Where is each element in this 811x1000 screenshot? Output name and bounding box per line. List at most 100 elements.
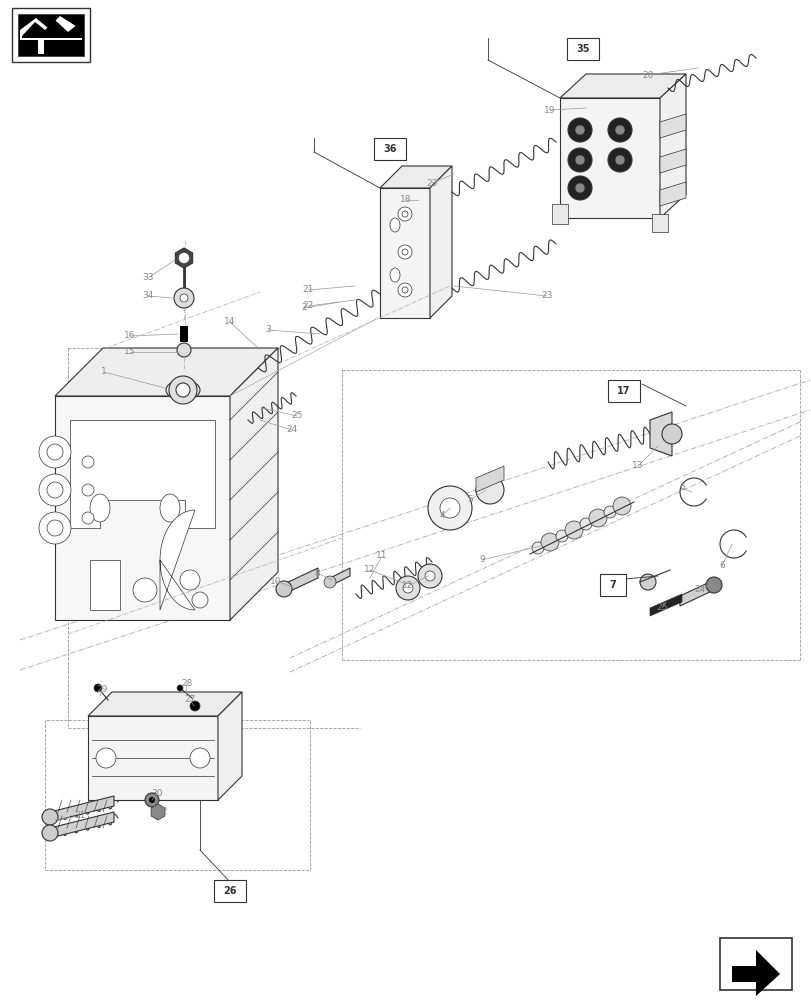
Polygon shape	[659, 182, 685, 206]
Circle shape	[661, 424, 681, 444]
Bar	[599, 574, 625, 596]
Bar	[374, 138, 406, 160]
Circle shape	[47, 520, 63, 536]
Polygon shape	[18, 14, 84, 56]
Polygon shape	[560, 74, 685, 98]
Text: 25: 25	[291, 412, 303, 420]
Circle shape	[180, 570, 200, 590]
Circle shape	[424, 571, 435, 581]
Text: 11: 11	[375, 552, 388, 560]
Text: 12: 12	[364, 566, 375, 574]
Circle shape	[276, 581, 292, 597]
Text: 35: 35	[576, 44, 589, 54]
Circle shape	[574, 125, 584, 135]
Circle shape	[568, 118, 591, 142]
Circle shape	[612, 497, 630, 515]
Text: 3: 3	[265, 326, 271, 334]
Polygon shape	[430, 166, 452, 318]
Text: 24: 24	[693, 585, 705, 594]
Bar	[214, 880, 246, 902]
Ellipse shape	[160, 494, 180, 522]
Text: 31: 31	[74, 811, 86, 820]
Text: 20: 20	[642, 71, 653, 80]
Polygon shape	[70, 420, 215, 528]
Text: 13: 13	[632, 462, 643, 471]
Text: 5: 5	[466, 495, 472, 504]
Text: 16: 16	[124, 332, 135, 340]
Polygon shape	[551, 204, 568, 224]
Polygon shape	[679, 580, 713, 606]
Polygon shape	[560, 98, 659, 218]
Polygon shape	[329, 568, 350, 586]
Polygon shape	[649, 412, 672, 456]
Polygon shape	[12, 8, 90, 62]
Polygon shape	[659, 74, 685, 218]
Circle shape	[418, 564, 441, 588]
Circle shape	[177, 685, 182, 691]
Polygon shape	[230, 348, 277, 620]
Polygon shape	[380, 188, 430, 318]
Ellipse shape	[90, 494, 109, 522]
Polygon shape	[22, 20, 82, 38]
Circle shape	[568, 148, 591, 172]
Circle shape	[148, 797, 155, 803]
Polygon shape	[651, 214, 667, 232]
Text: 34: 34	[142, 292, 153, 300]
Circle shape	[191, 592, 208, 608]
Text: 33: 33	[142, 273, 153, 282]
Text: 23: 23	[426, 179, 437, 188]
Circle shape	[47, 482, 63, 498]
Ellipse shape	[165, 380, 200, 400]
Circle shape	[169, 376, 197, 404]
Text: 26: 26	[223, 886, 237, 896]
Text: 29: 29	[97, 686, 108, 694]
Circle shape	[440, 498, 460, 518]
Text: 4: 4	[439, 512, 444, 520]
Text: 18: 18	[400, 196, 411, 205]
Polygon shape	[475, 466, 504, 492]
Text: 12: 12	[401, 582, 413, 590]
Circle shape	[401, 249, 407, 255]
Text: 9: 9	[478, 556, 484, 564]
Circle shape	[574, 183, 584, 193]
Polygon shape	[659, 149, 685, 173]
Circle shape	[178, 253, 189, 263]
Text: 7: 7	[609, 580, 616, 590]
Circle shape	[177, 343, 191, 357]
Circle shape	[568, 176, 591, 200]
Circle shape	[607, 118, 631, 142]
Circle shape	[133, 578, 157, 602]
Text: 6: 6	[719, 562, 724, 570]
Polygon shape	[88, 716, 217, 800]
Circle shape	[401, 211, 407, 217]
Circle shape	[42, 825, 58, 841]
Polygon shape	[20, 16, 82, 54]
Ellipse shape	[389, 218, 400, 232]
Circle shape	[396, 576, 419, 600]
Text: 19: 19	[543, 106, 555, 115]
Circle shape	[324, 576, 336, 588]
Circle shape	[94, 684, 102, 692]
Bar	[607, 380, 639, 402]
Circle shape	[475, 476, 504, 504]
Text: 24: 24	[286, 426, 298, 434]
Circle shape	[190, 748, 210, 768]
Circle shape	[574, 155, 584, 165]
Bar	[180, 326, 188, 342]
Circle shape	[175, 382, 191, 398]
Circle shape	[82, 512, 94, 524]
Bar	[566, 38, 599, 60]
Text: 6: 6	[678, 484, 684, 492]
Polygon shape	[380, 166, 452, 188]
Circle shape	[39, 474, 71, 506]
Text: 27: 27	[184, 696, 195, 704]
Circle shape	[145, 793, 159, 807]
Circle shape	[47, 444, 63, 460]
Circle shape	[96, 748, 116, 768]
Circle shape	[531, 542, 543, 554]
Circle shape	[190, 701, 200, 711]
Polygon shape	[659, 114, 685, 138]
Text: 32: 32	[157, 807, 168, 816]
Circle shape	[174, 288, 194, 308]
Polygon shape	[50, 812, 114, 838]
